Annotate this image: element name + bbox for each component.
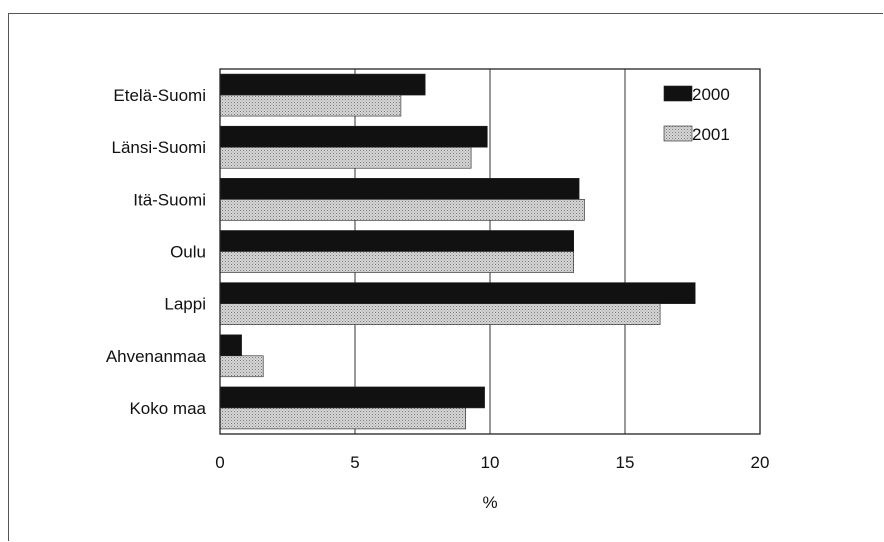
bars-group — [219, 73, 696, 430]
bar-2000-2 — [219, 178, 580, 200]
bar-2001-4 — [219, 303, 661, 325]
bar-2001-1 — [219, 146, 472, 169]
category-label: Etelä-Suomi — [113, 86, 206, 105]
category-label: Koko maa — [129, 399, 206, 418]
legend-label-2001: 2001 — [692, 125, 730, 144]
category-label: Oulu — [170, 243, 206, 262]
bar-2000-1 — [219, 125, 488, 148]
category-label: Lappi — [164, 295, 206, 314]
bar-2000-4 — [219, 282, 696, 304]
bar-2000-3 — [219, 230, 575, 252]
x-tick-labels: 0 5 10 15 20 — [215, 453, 769, 472]
bar-2001-5 — [219, 355, 264, 378]
x-tick-label: 15 — [616, 453, 635, 472]
x-tick-label: 0 — [215, 453, 224, 472]
bar-2000-5 — [219, 334, 242, 357]
plot-area-border — [219, 68, 761, 435]
category-label: Itä-Suomi — [133, 190, 206, 209]
legend-label-2000: 2000 — [692, 85, 730, 104]
legend-swatch-2000 — [663, 85, 693, 102]
chart-frame — [8, 13, 883, 541]
legend: 2000 2001 — [663, 85, 730, 144]
bar-2001-0 — [219, 94, 402, 117]
x-axis-title: % — [482, 493, 497, 512]
x-tick-label: 20 — [751, 453, 770, 472]
bar-2001-3 — [219, 251, 575, 273]
category-label: Ahvenanmaa — [106, 347, 207, 366]
bar-2001-2 — [219, 199, 585, 221]
bar-2000-0 — [219, 73, 426, 96]
category-labels: Etelä-Suomi Länsi-Suomi Itä-Suomi Oulu Lappi… — [106, 86, 207, 418]
bar-2001-6 — [219, 407, 466, 430]
bar-2000-6 — [219, 386, 485, 409]
category-label: Länsi-Suomi — [112, 138, 207, 157]
legend-swatch-2001 — [663, 125, 693, 142]
x-tick-label: 5 — [350, 453, 359, 472]
x-tick-label: 10 — [481, 453, 500, 472]
